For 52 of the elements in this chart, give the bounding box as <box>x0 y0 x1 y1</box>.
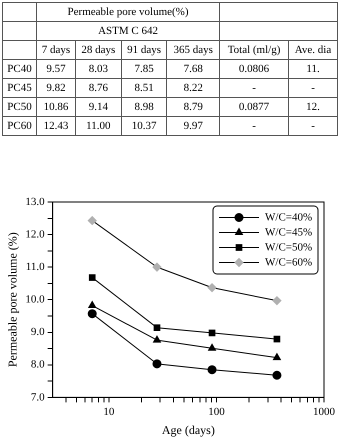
text: Permeable pore volume(%) <box>36 2 220 22</box>
y-tick-label: 12.0 <box>25 228 46 240</box>
text: 0.0877 <box>238 101 270 113</box>
text: 8.51 <box>134 82 154 94</box>
legend-label: W/C=60% <box>265 256 312 268</box>
text: 8.76 <box>88 82 108 94</box>
text: 8.03 <box>88 63 108 75</box>
text: 8.98 <box>134 101 154 113</box>
category-label: 91 days <box>121 40 167 60</box>
category-label: 28 days <box>75 40 122 60</box>
text: 10.86 <box>44 101 68 113</box>
text: 9.82 <box>46 82 66 94</box>
x-tick-label: 1000 <box>313 406 336 418</box>
x-axis-title: Age (days) <box>162 422 215 437</box>
y-tick-label: 13.0 <box>25 196 46 208</box>
y-tick-label: 7.0 <box>30 391 46 404</box>
text: 0.0806 <box>238 63 270 75</box>
text: - <box>311 82 315 94</box>
text: 7.68 <box>184 63 203 75</box>
text: 10.37 <box>132 120 156 132</box>
text: 9.97 <box>184 120 203 132</box>
text: 9.57 <box>46 63 66 75</box>
y-tick-label: 9.0 <box>30 326 46 338</box>
text: - <box>252 120 256 132</box>
category-label: PC45 <box>7 82 32 94</box>
text: 7.85 <box>134 63 154 75</box>
category-label: PC60 <box>7 120 32 132</box>
text: 11. <box>306 63 320 75</box>
category-label: Ave. dia <box>288 40 338 60</box>
legend-label: W/C=45% <box>265 226 312 238</box>
category-label: Total (ml/g) <box>220 40 289 60</box>
text: 8.79 <box>184 101 203 113</box>
text: 8.22 <box>184 82 203 94</box>
x-tick-label: 10 <box>103 406 115 418</box>
category-label: PC50 <box>7 101 32 113</box>
y-tick-label: 8.0 <box>30 358 46 371</box>
category-label: PC40 <box>7 63 32 75</box>
legend-label: W/C=40% <box>265 211 312 224</box>
text: - <box>311 120 315 132</box>
text: 12.43 <box>44 120 68 132</box>
category-label: 7 days <box>36 40 76 60</box>
text: 11.00 <box>86 120 111 132</box>
category-label: 365 days <box>166 40 220 60</box>
text: - <box>252 82 256 94</box>
y-tick-label: 10.0 <box>25 294 46 306</box>
text: 9.14 <box>88 101 108 113</box>
y-tick-label: 11.0 <box>26 261 46 274</box>
y-axis-title: Permeable pore volume (%) <box>5 232 20 368</box>
text: 12. <box>306 101 320 113</box>
text: ASTM C 642 <box>36 22 220 40</box>
x-tick-label: 100 <box>208 406 226 418</box>
legend-label: W/C=50% <box>265 241 312 254</box>
